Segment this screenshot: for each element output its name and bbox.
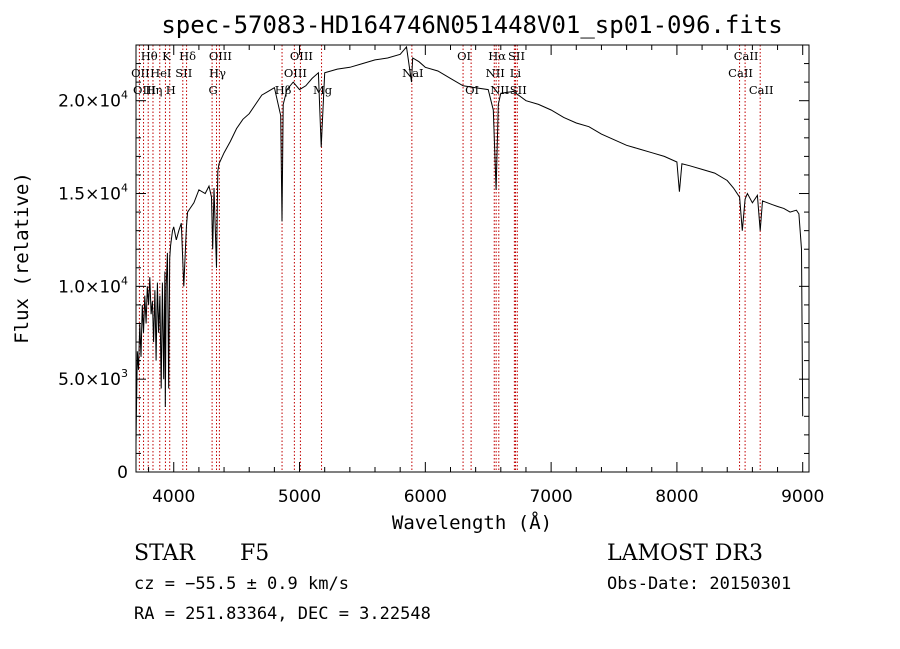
y-tick-exponent: 4 xyxy=(121,182,128,195)
spectral-line-label: Hδ xyxy=(179,49,196,63)
y-tick-mantissa: 5.0×10 xyxy=(58,370,121,390)
x-tick-label: 7000 xyxy=(529,487,572,507)
spectral-line-label: K xyxy=(162,49,171,63)
spectral-line-label: NII xyxy=(490,83,509,97)
spectral-line-label: Hβ xyxy=(275,83,292,97)
survey-name: LAMOST DR3 xyxy=(607,541,763,566)
x-tick-label: 5000 xyxy=(278,487,321,507)
spectral-line-label: OI xyxy=(457,49,471,63)
y-tick-label: 1.0×104 xyxy=(58,274,128,297)
spectral-line-label: Hγ xyxy=(209,66,226,80)
y-tick-mantissa: 2.0×10 xyxy=(58,92,121,112)
spectrum-line xyxy=(135,45,804,445)
x-tick-label: 6000 xyxy=(404,487,447,507)
spectral-line-label: Hη xyxy=(146,83,163,97)
spectral-line-label: NII xyxy=(486,66,505,80)
y-tick-exponent: 4 xyxy=(121,89,128,102)
spectral-line-label: OIII xyxy=(290,49,313,63)
spectral-line-label: SII xyxy=(510,83,527,97)
spectral-line-label: CaII xyxy=(749,83,774,97)
spectral-line-label: H xyxy=(166,83,176,97)
y-tick-label: 5.0×103 xyxy=(58,367,128,390)
x-axis-label: Wavelength (Å) xyxy=(392,511,552,534)
spectral-line-label: OIII xyxy=(133,83,156,97)
y-tick-label: 1.5×104 xyxy=(58,182,128,205)
spectral-line-label: Hθ xyxy=(141,49,158,63)
redshift-cz: cz = −55.5 ± 0.9 km/s xyxy=(134,574,349,594)
spectral-line-label: SII xyxy=(508,49,525,63)
plot-frame xyxy=(135,44,810,473)
y-tick-label: 2.0×104 xyxy=(58,89,128,112)
y-tick-exponent: 3 xyxy=(121,367,128,380)
chart-title: spec-57083-HD164746N051448V01_sp01-096.f… xyxy=(161,11,782,39)
y-tick-mantissa: 1.5×10 xyxy=(58,185,121,205)
spectral-line-label: Li xyxy=(510,66,522,80)
x-tick-label: 9000 xyxy=(781,487,824,507)
spectral-line-label: Hα xyxy=(488,49,506,63)
object-class: STAR xyxy=(134,541,196,566)
y-tick-mantissa: 0 xyxy=(117,463,128,483)
ra-dec: RA = 251.83364, DEC = 3.22548 xyxy=(134,604,431,624)
y-tick-exponent: 4 xyxy=(121,274,128,287)
obs-date: Obs-Date: 20150301 xyxy=(607,574,791,594)
y-axis-label: Flux (relative) xyxy=(11,172,33,344)
x-tick-label: 4000 xyxy=(152,487,195,507)
spectral-line-label: NaI xyxy=(402,66,423,80)
x-tick-label: 8000 xyxy=(655,487,698,507)
spectral-line-label: G xyxy=(209,83,218,97)
object-subclass: F5 xyxy=(240,541,269,566)
spectral-line-label: CaII xyxy=(728,66,753,80)
spectral-line-label: Mg xyxy=(313,83,333,97)
spectral-line-label: CaII xyxy=(734,49,759,63)
spectral-line-label: SII xyxy=(175,66,192,80)
spectral-line-label: OI xyxy=(465,83,479,97)
line-labels: Hθ OII OIII K HeI Hη SII H Hδ OIII Hγ G OIII OIII Hβ Mg… xyxy=(131,49,773,97)
spectral-line-label: HeI xyxy=(150,66,171,80)
spectral-line-label: OIII xyxy=(284,66,307,80)
spectral-line-label: OII xyxy=(131,66,150,80)
y-tick-label: 0 xyxy=(117,463,128,483)
x-axis: 4000 5000 6000 7000 8000 9000 xyxy=(148,45,824,507)
spectral-line-label: OIII xyxy=(209,49,232,63)
y-tick-mantissa: 1.0×10 xyxy=(58,277,121,297)
line-markers xyxy=(138,45,761,472)
